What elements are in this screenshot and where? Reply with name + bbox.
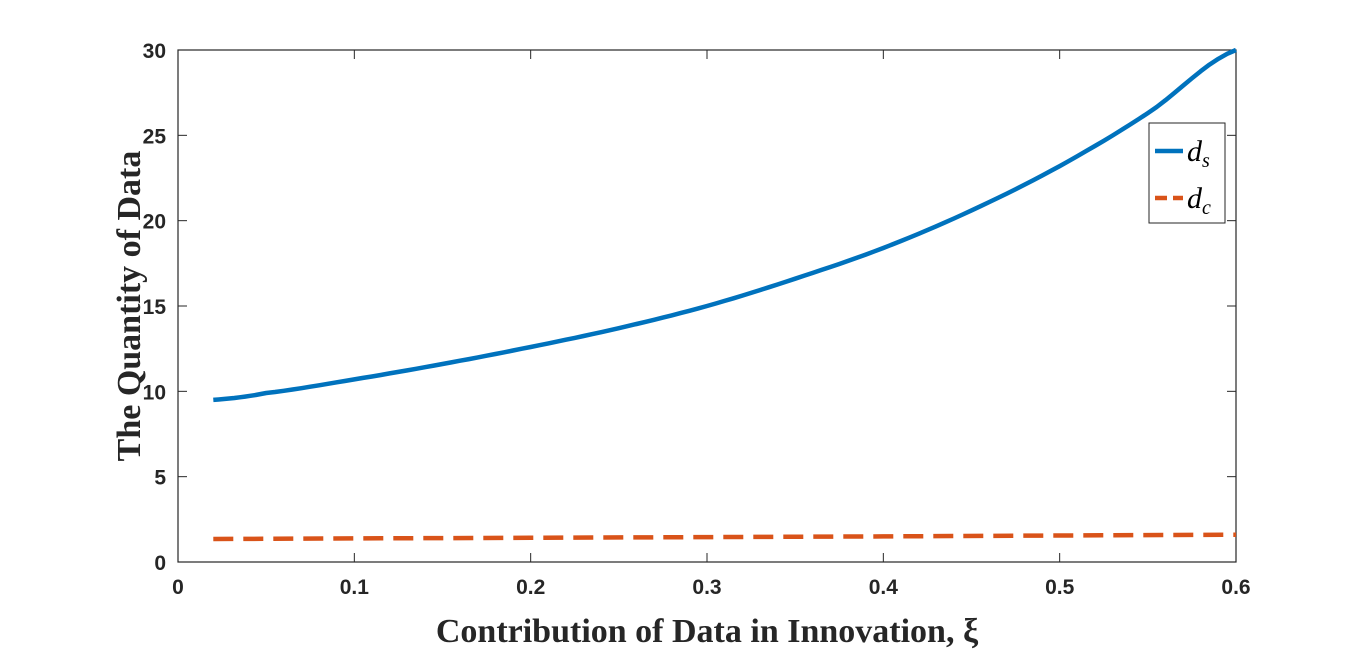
y-tick-label: 10	[143, 381, 166, 404]
legend-label-c: dc	[1187, 182, 1211, 219]
x-axis-title: Contribution of Data in Innovation, ξ	[436, 613, 979, 650]
series-line-d-s	[213, 47, 1237, 403]
y-tick-label: 30	[143, 40, 166, 63]
y-tick-label: 15	[143, 296, 167, 319]
legend-label-base: d	[1187, 182, 1203, 215]
x-tick-label: 0.6	[1221, 576, 1250, 599]
legend-label-subscript: c	[1202, 197, 1211, 219]
legend-label-base: d	[1187, 135, 1203, 168]
y-tick-label: 5	[154, 467, 166, 490]
x-tick-label: 0.5	[1045, 576, 1075, 599]
series-line-d-c	[213, 532, 1237, 542]
y-tick-label: 20	[143, 211, 166, 234]
x-tick-label: 0.3	[692, 576, 721, 599]
legend-label-s: ds	[1187, 135, 1210, 172]
legend-box	[1148, 122, 1226, 224]
x-tick-label: 0.2	[516, 576, 545, 599]
x-tick-label: 0.4	[869, 576, 899, 599]
series-lines	[213, 47, 1237, 542]
legend-label-subscript: s	[1202, 150, 1210, 172]
y-axis-title: The Quantity of Data	[111, 151, 148, 462]
x-tick-label: 0.1	[340, 576, 370, 599]
y-tick-label: 25	[143, 125, 167, 148]
x-tick-label: 0	[172, 576, 184, 599]
y-tick-label: 0	[154, 552, 166, 575]
axis-ticks: 0 0.1 0.2 0.3 0.4 0.5 0.6 0 5 10 15 20 25 30	[143, 40, 1251, 599]
